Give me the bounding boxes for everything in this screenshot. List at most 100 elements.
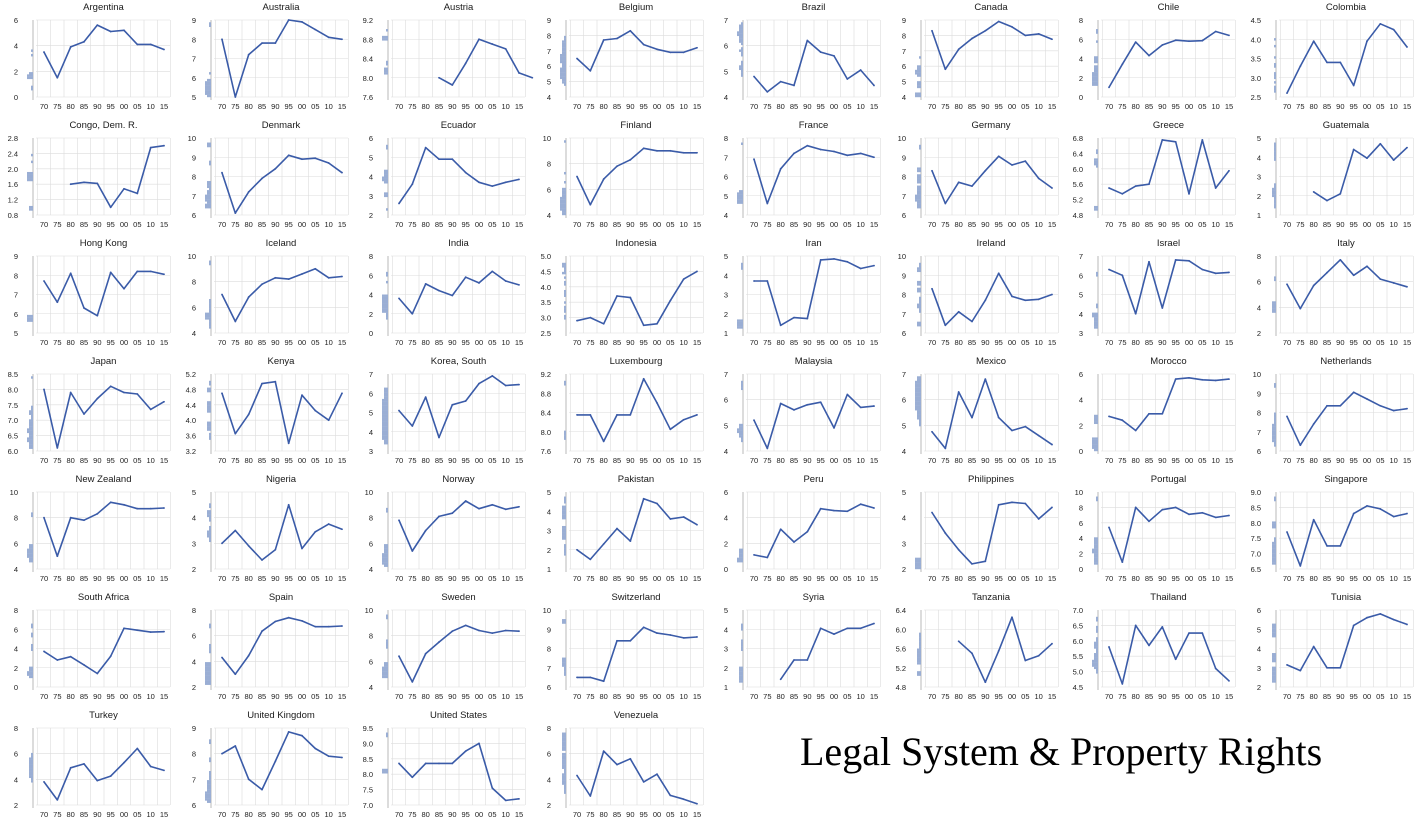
data-point <box>1161 44 1164 46</box>
y-tick-label: 5 <box>1079 291 1083 300</box>
hist-bar <box>1273 185 1276 189</box>
data-point <box>43 781 45 783</box>
data-point <box>668 51 671 54</box>
data-point <box>1023 34 1026 37</box>
hist-bar <box>382 38 388 41</box>
x-tick-label: 15 <box>515 456 523 465</box>
data-point <box>1148 644 1150 647</box>
y-tick-label: 4 <box>1256 303 1260 312</box>
hist-bar <box>914 564 921 567</box>
y-tick-label: 2 <box>1256 683 1260 692</box>
hist-bar <box>918 423 921 427</box>
hist-bar <box>208 321 211 325</box>
x-tick-label: 05 <box>488 574 496 583</box>
hist-bar <box>561 746 566 749</box>
hist-bar <box>737 31 743 34</box>
series-line <box>1285 391 1407 446</box>
x-tick-label: 95 <box>816 456 824 465</box>
data-point <box>136 192 139 195</box>
x-tick-label: 05 <box>311 338 319 347</box>
hist-bar <box>382 426 388 429</box>
series-line <box>1108 30 1230 88</box>
hist-bar <box>739 550 743 554</box>
x-tick-label: 10 <box>1034 692 1042 701</box>
hist-bar <box>1271 432 1276 436</box>
data-point <box>819 51 822 53</box>
hist-bar <box>914 559 921 563</box>
y-tick-label: 3 <box>369 447 373 456</box>
x-tick-label: 95 <box>1349 220 1357 229</box>
hist-bar <box>1096 165 1098 168</box>
y-tick-label: 8 <box>369 632 373 641</box>
hist-bar <box>386 60 388 64</box>
hist-bar <box>29 444 33 447</box>
hist-bar <box>918 643 921 647</box>
hist-bar <box>29 766 33 769</box>
data-point <box>43 280 45 282</box>
panel-chart: 0.81.21.62.02.42.870 75 80 85 90 95 00 05 10 15 <box>8 134 171 229</box>
x-tick-label: 75 <box>1118 456 1126 465</box>
data-point <box>504 629 507 632</box>
hist-bar <box>741 628 743 631</box>
data-point <box>575 319 578 322</box>
hist-bar <box>384 564 388 567</box>
x-tick-label: 15 <box>160 220 168 229</box>
series-line <box>398 375 520 439</box>
y-tick-label: 5.0 <box>1073 668 1083 677</box>
data-point <box>793 84 795 87</box>
country-panel: Switzerland 6 7 8 9 10 70 75 80 85 90 95 00 05 10 15 <box>533 590 710 708</box>
data-point <box>327 625 330 628</box>
hist-bar <box>741 639 743 642</box>
data-point <box>327 162 330 164</box>
hist-bar <box>559 201 566 204</box>
x-tick-label: 85 <box>80 574 88 583</box>
x-tick-label: 80 <box>66 574 74 583</box>
hist-bar <box>208 773 211 776</box>
x-tick-label: 75 <box>586 102 594 111</box>
hist-bar <box>914 401 921 404</box>
data-point <box>846 78 849 80</box>
hist-bar <box>208 775 211 779</box>
x-tick-label: 70 <box>750 338 758 347</box>
hist-bar <box>208 437 211 440</box>
hist-bar <box>741 387 743 391</box>
x-tick-label: 85 <box>257 810 265 819</box>
data-point <box>1201 378 1204 381</box>
hist-bar <box>1094 326 1098 329</box>
y-tick-label: 9.2 <box>363 16 373 25</box>
y-tick-label: 7 <box>14 291 18 300</box>
x-tick-label: 00 <box>1362 338 1370 347</box>
hist-bar <box>1273 199 1276 202</box>
y-tick-label: 2 <box>369 211 373 220</box>
country-panel: Kenya 3.2 3.6 4.0 4.4 4.8 5.2 70 75 80 85 90 95 00 05 1… <box>178 354 355 472</box>
data-point <box>220 38 223 41</box>
data-point <box>424 283 427 285</box>
data-point <box>451 84 454 86</box>
series-line <box>753 503 875 559</box>
y-tick-label: 5 <box>546 488 550 497</box>
hist-bar <box>741 648 743 651</box>
x-tick-label: 80 <box>244 102 252 111</box>
y-tick-label: 8 <box>191 278 195 287</box>
data-point <box>983 378 986 381</box>
y-tick-label: 5 <box>724 421 728 430</box>
y-tick-label: 6 <box>14 310 18 319</box>
hist-bar <box>382 428 388 431</box>
y-tick-label: 1 <box>546 565 550 574</box>
hist-bar <box>27 74 33 77</box>
x-tick-label: 10 <box>856 338 864 347</box>
x-tick-label: 90 <box>448 102 456 111</box>
country-panel: Indonesia 2.5 3.0 3.5 4.0 4.5 5.0 70 75 80 85 90 95 0… <box>533 236 710 354</box>
hist-bar <box>916 201 921 204</box>
data-point <box>136 629 139 632</box>
data-point <box>943 68 946 71</box>
data-point <box>957 548 960 551</box>
x-tick-label: 05 <box>1198 102 1206 111</box>
hist-bar <box>384 387 388 391</box>
hist-bar <box>916 648 921 651</box>
data-point <box>340 392 343 395</box>
hist-bar <box>563 671 566 674</box>
hist-bar <box>1271 303 1276 307</box>
